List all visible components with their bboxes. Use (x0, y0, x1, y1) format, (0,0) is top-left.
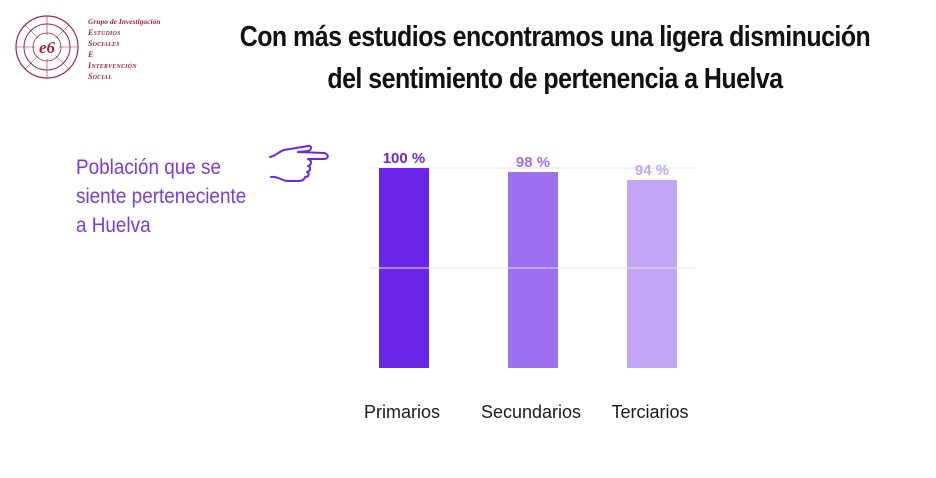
bar-terciarios (627, 180, 677, 368)
slide-title: Con más estudios encontramos una ligera … (233, 16, 878, 100)
research-group-logo: e6 Grupo de Investigación Estudios Socia… (14, 14, 184, 84)
logo-line: Social (88, 72, 112, 81)
logo-text: Grupo de Investigación Estudios Sociales… (88, 16, 161, 82)
value-label: 94 % (635, 162, 669, 179)
bars (370, 168, 695, 368)
category-label: Secundarios (481, 402, 581, 422)
university-seal-icon: e6 (15, 15, 79, 79)
category-label: Primarios (364, 402, 440, 422)
value-label: 98 % (516, 154, 550, 171)
pointing-hand-icon (269, 144, 329, 182)
logo-line: E (88, 50, 94, 59)
title-line: Con más estudios encontramos una ligera … (239, 21, 871, 53)
chart-description-label: Población que se siente perteneciente a … (76, 156, 247, 237)
logo-line: Intervención (88, 61, 137, 70)
value-labels: 100 % 98 % 94 % (383, 150, 669, 179)
category-label: Terciarios (611, 402, 688, 422)
logo-line: Sociales (88, 39, 120, 48)
logo-group-label: Grupo de Investigación (88, 17, 161, 26)
value-label: 100 % (383, 150, 426, 167)
category-labels: Primarios Secundarios Terciarios (364, 402, 689, 422)
logo-emblem-text: e6 (39, 38, 56, 57)
bar-secundarios (508, 172, 558, 368)
title-line: del sentimiento de pertenencia a Huelva (327, 63, 783, 95)
logo-line: Estudios (88, 28, 121, 37)
